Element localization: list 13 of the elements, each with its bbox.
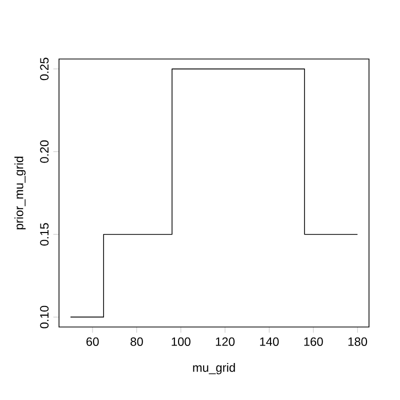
x-axis-title: mu_grid bbox=[193, 363, 235, 374]
y-tick-label: 0.15 bbox=[40, 223, 49, 246]
x-tick-label: 160 bbox=[304, 337, 323, 346]
y-axis-title: prior_mu_grid bbox=[14, 156, 26, 230]
x-tick-label: 80 bbox=[130, 337, 143, 346]
x-tick-label: 60 bbox=[86, 337, 99, 346]
x-tick-label: 140 bbox=[260, 337, 279, 346]
y-tick-label: 0.25 bbox=[40, 58, 49, 80]
y-tick-label: 0.10 bbox=[40, 306, 49, 328]
x-tick-label: 100 bbox=[172, 337, 190, 346]
x-tick-label: 120 bbox=[216, 337, 235, 346]
y-tick-label: 0.20 bbox=[40, 140, 49, 163]
x-tick-label: 180 bbox=[348, 337, 368, 346]
